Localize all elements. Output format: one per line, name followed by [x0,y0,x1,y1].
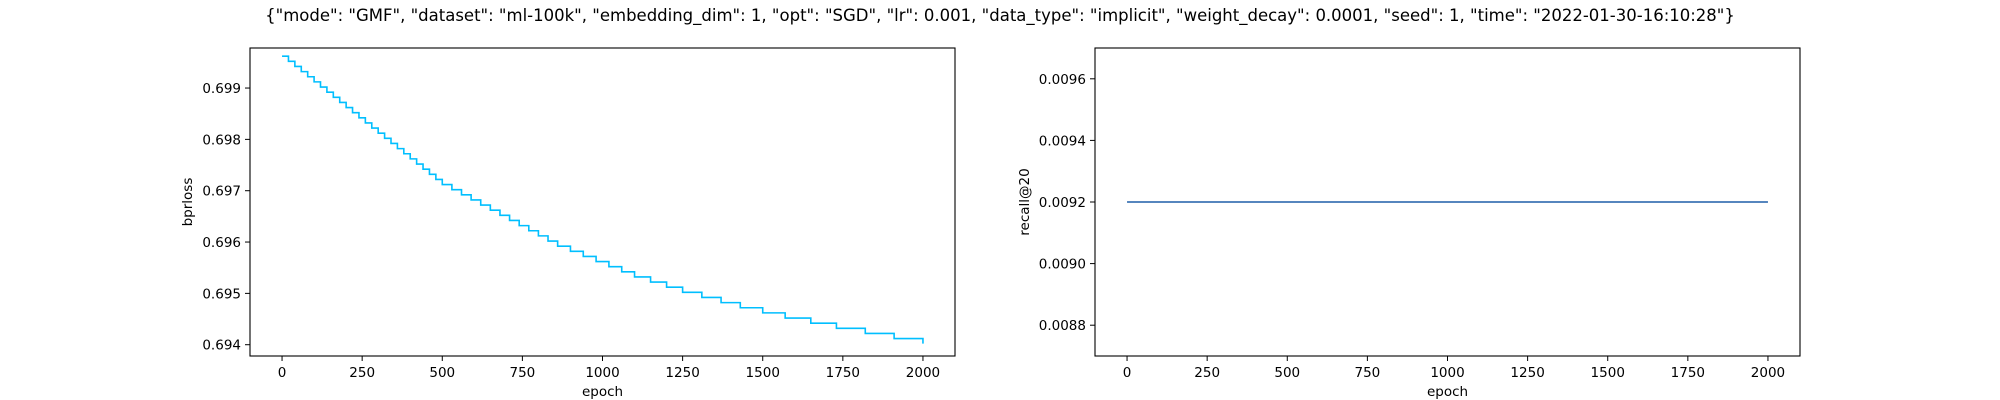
y-tick-label: 0.0088 [1039,318,1086,334]
y-tick-label: 0.696 [202,235,241,251]
x-tick-label: 250 [1194,365,1220,381]
series-layer [282,55,924,344]
x-tick-label: 1750 [1671,365,1705,381]
subplot-bprloss: 0 250 500 750 1000 1250 1500 1750 2000 0.6940.69… [180,47,956,400]
x-tick-label: 1250 [665,365,699,381]
y-tick-label: 0.694 [202,338,241,354]
x-tick-label: 1000 [585,365,619,381]
x-tick-label: 0 [278,365,287,381]
y-tick-label: 0.697 [202,184,241,200]
x-tick-label: 1000 [1430,365,1464,381]
x-tick-label: 1750 [826,365,860,381]
series-line [282,55,924,344]
x-tick-label: 500 [429,365,455,381]
y-tick-label: 0.695 [202,286,241,302]
x-tick-label: 500 [1274,365,1300,381]
y-ticks: 0.0088 0.0090 0.0092 0.0094 0.0096 [1039,72,1095,334]
x-ticks: 0 250 500 750 1000 1250 1500 1750 2000 [278,356,940,381]
x-tick-label: 2000 [1751,365,1785,381]
x-tick-label: 1500 [1591,365,1625,381]
x-tick-label: 1250 [1510,365,1544,381]
x-tick-label: 750 [1354,365,1380,381]
y-tick-label: 0.0090 [1039,257,1086,273]
x-tick-label: 2000 [906,365,940,381]
x-tick-label: 750 [509,365,535,381]
x-axis-label: epoch [1427,384,1468,400]
y-tick-label: 0.0096 [1039,72,1086,88]
y-tick-label: 0.698 [202,132,241,148]
x-tick-label: 250 [349,365,375,381]
x-ticks: 0 250 500 750 1000 1250 1500 1750 2000 [1123,356,1785,381]
y-tick-label: 0.0092 [1039,195,1086,211]
plot-frame [249,47,956,357]
y-tick-label: 0.0094 [1039,133,1086,149]
y-axis-label: bprloss [180,178,196,227]
x-axis-label: epoch [582,384,623,400]
y-tick-label: 0.699 [202,81,241,97]
x-tick-label: 1500 [746,365,780,381]
subplot-recall: 0 250 500 750 1000 1250 1500 1750 2000 0.00880.0… [1017,47,1801,400]
figure-title: {"mode": "GMF", "dataset": "ml-100k", "e… [265,6,1735,26]
y-ticks: 0.694 0.695 0.696 0.697 0.698 0.699 [202,81,250,354]
x-tick-label: 0 [1123,365,1132,381]
y-axis-label: recall@20 [1017,168,1033,235]
